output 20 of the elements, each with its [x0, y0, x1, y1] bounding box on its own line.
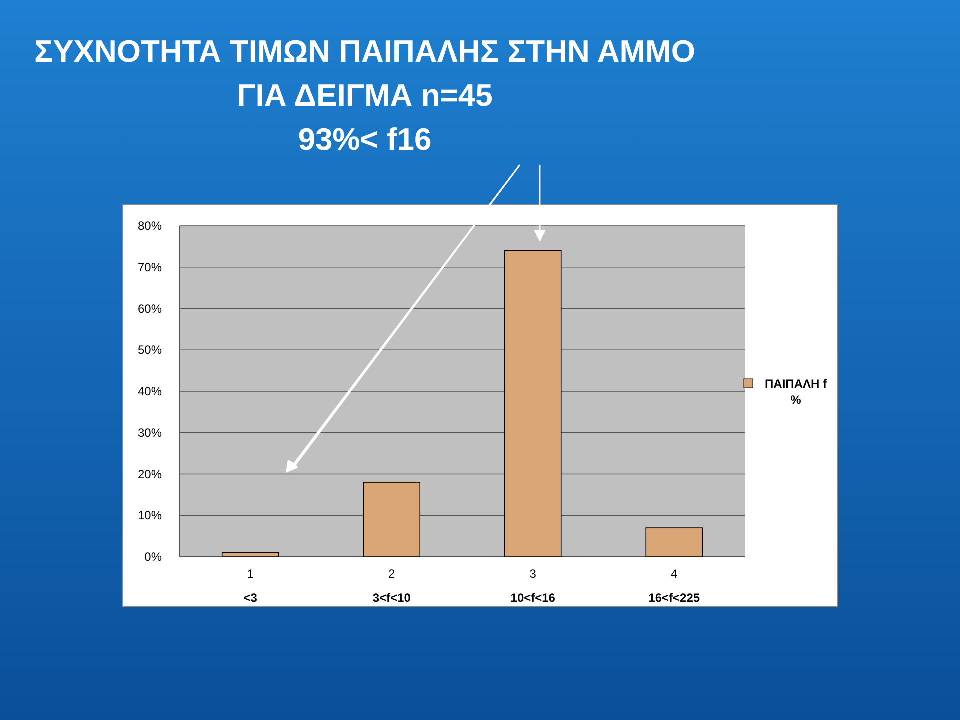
y-tick-label: 40%: [138, 384, 162, 398]
y-tick-label: 60%: [138, 302, 162, 316]
bar: [222, 552, 280, 558]
bar: [646, 528, 704, 558]
y-tick-label: 0%: [144, 550, 162, 564]
y-tick-label: 20%: [138, 467, 162, 482]
y-tick-label: 80%: [138, 219, 162, 233]
bar: [363, 482, 421, 558]
bar: [504, 250, 562, 558]
y-tick-label: 30%: [138, 426, 162, 440]
x-tick-label: 3 10<f<16: [510, 567, 556, 605]
y-tick-label: 50%: [138, 343, 162, 358]
legend-label: ΠΑΙΠΑΛΗ f %: [765, 377, 828, 407]
text: 93%< f16: [298, 122, 432, 157]
x-tick-label: 2 3<f<10: [372, 567, 412, 605]
y-tick-label: 70%: [138, 260, 162, 274]
y-tick-label: 10%: [138, 508, 162, 523]
x-tick-label: 1 <3: [244, 567, 258, 605]
chart-title: ΣΥΧΝΟΤΗΤΑ ΤΙΜΩΝ ΠΑΙΠΑΛΗΣ ΣΤΗΝ ΑΜΜΟ ΓΙΑ ΔΕΙΓΜΑ n=45: [34, 34, 696, 113]
x-tick-label: 4 16<f<225: [648, 567, 700, 605]
